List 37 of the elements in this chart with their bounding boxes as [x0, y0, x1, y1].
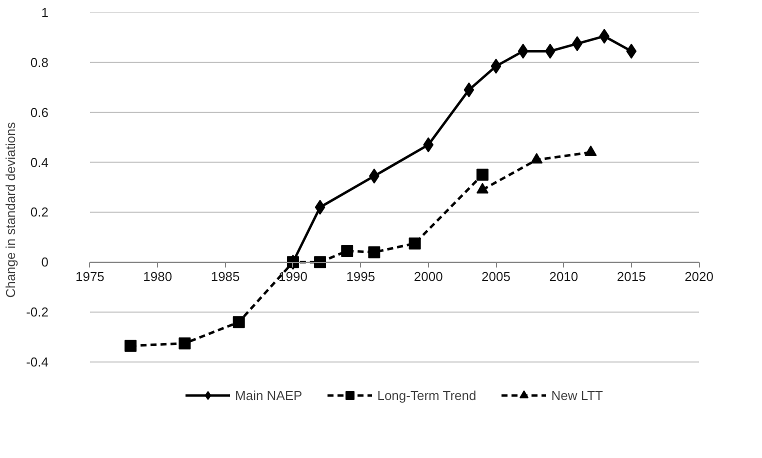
y-tick-label: 0 [41, 254, 49, 270]
x-tick-label: 2005 [482, 269, 510, 284]
y-tick-label: 0.6 [30, 104, 49, 120]
x-tick-label: 1980 [143, 269, 172, 284]
y-tick-label: -0.2 [26, 304, 49, 320]
point [626, 44, 637, 59]
point [544, 44, 556, 59]
legend-label: Long-Term Trend [377, 388, 476, 402]
point [518, 44, 528, 59]
y-tick-label: 0.2 [30, 204, 49, 220]
point [368, 246, 380, 258]
point [124, 340, 137, 352]
point [408, 237, 421, 250]
point [341, 244, 354, 257]
point [178, 337, 191, 350]
y-tick-label: 1 [41, 5, 49, 20]
x-tick-label: 2020 [684, 269, 714, 284]
x-tick-label: 1985 [210, 269, 240, 284]
y-tick-label: 0.8 [30, 54, 49, 70]
x-tick-label: 1990 [278, 269, 308, 284]
x-tick-label: 1995 [346, 269, 376, 284]
legend-label: New LTT [551, 388, 603, 402]
y-tick-label: -0.4 [26, 354, 49, 370]
point [314, 200, 326, 215]
point [464, 82, 474, 98]
y-tick-label: 0.4 [30, 154, 49, 170]
x-tick-label: 1975 [75, 269, 104, 284]
x-tick-label: 2015 [616, 269, 646, 284]
y-axis-title: Change in standard deviations [3, 122, 18, 298]
point [476, 168, 488, 181]
x-tick-label: 2010 [549, 269, 578, 284]
legend-label: Main NAEP [235, 388, 302, 402]
point [490, 58, 502, 74]
point [423, 137, 434, 152]
point [232, 316, 245, 328]
x-tick-label: 2000 [414, 269, 443, 284]
point [314, 256, 326, 268]
